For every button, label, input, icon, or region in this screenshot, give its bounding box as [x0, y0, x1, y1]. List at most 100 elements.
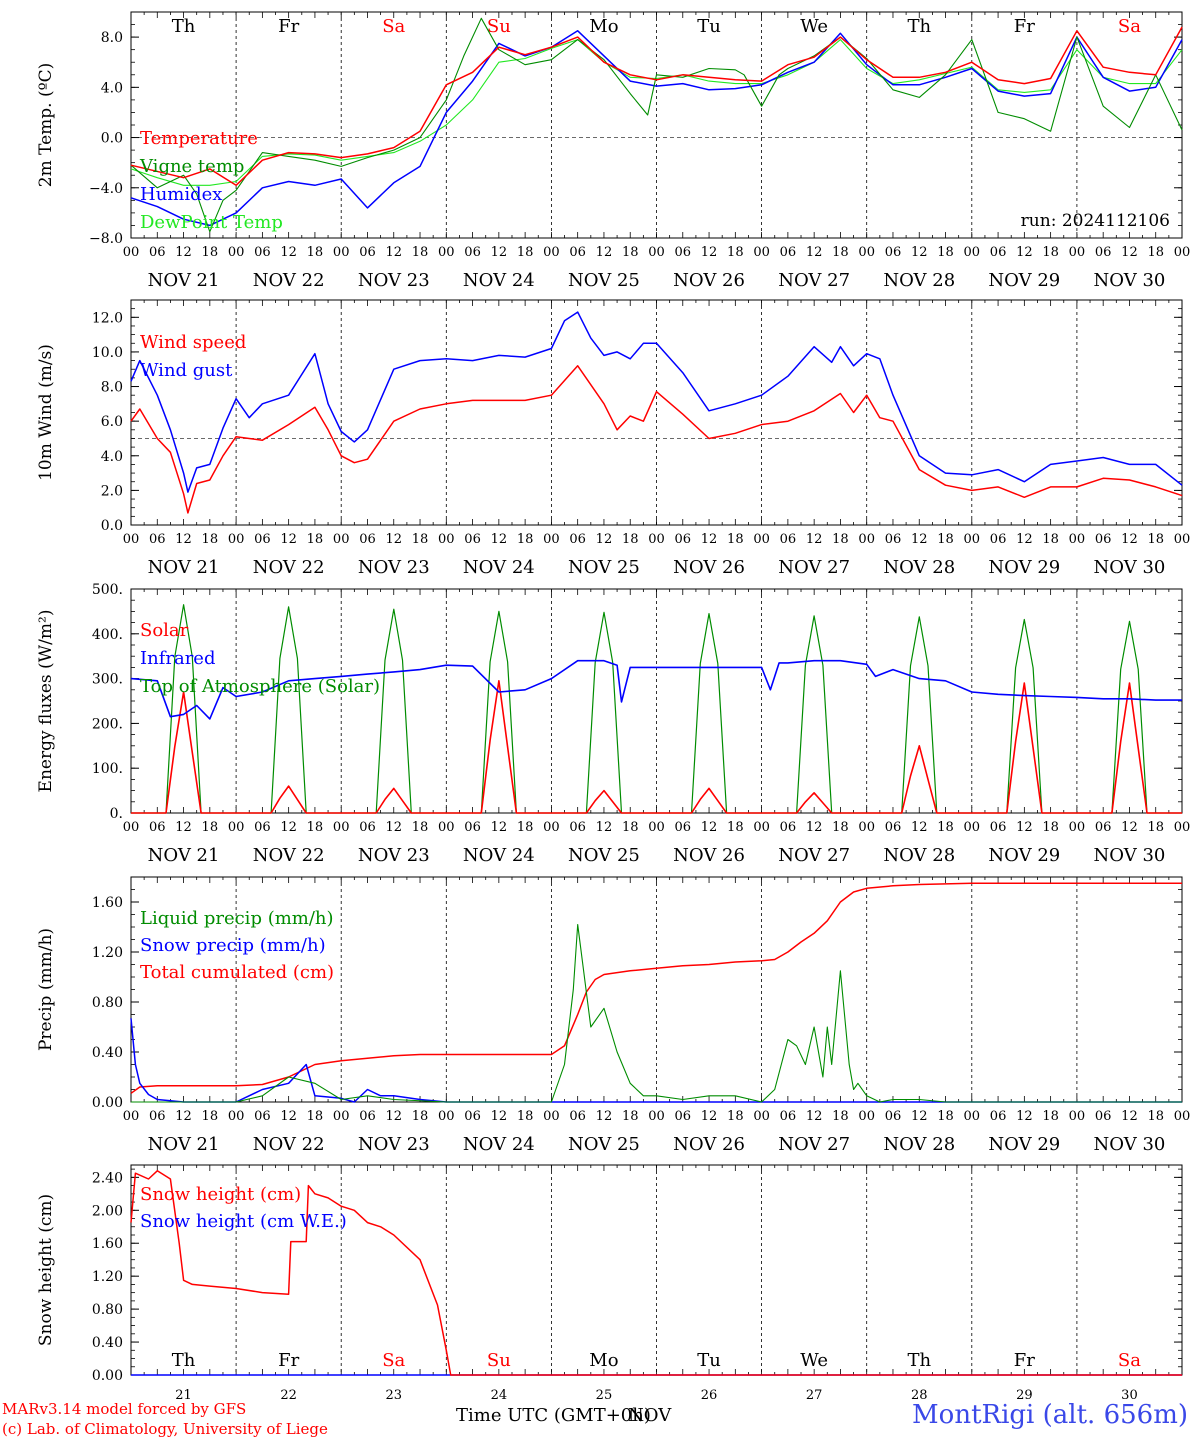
y-tick-label: 1.20	[92, 945, 123, 961]
hour-tick-label: 00	[1174, 820, 1191, 835]
hour-tick-label: 12	[1121, 1109, 1138, 1124]
hour-tick-label: 06	[464, 1109, 481, 1124]
hour-tick-label: 12	[175, 820, 192, 835]
hour-tick-label: 18	[517, 245, 534, 260]
hour-tick-label: 12	[806, 532, 823, 547]
hour-tick-label: 18	[517, 820, 534, 835]
date-label: NOV 22	[253, 557, 325, 578]
y-tick-label: 4.0	[101, 449, 123, 465]
hour-tick-label: 06	[780, 1109, 797, 1124]
day-of-week-label: Fr	[278, 16, 299, 37]
y-tick-label: 200.	[92, 716, 123, 732]
day-of-week-label: Tu	[697, 1350, 721, 1371]
legend-entry: Snow height (cm)	[140, 1184, 301, 1205]
hour-tick-label: 18	[727, 532, 744, 547]
hour-tick-label: 12	[596, 820, 613, 835]
hour-tick-label: 12	[806, 1109, 823, 1124]
hour-tick-label: 18	[412, 532, 429, 547]
hour-tick-label: 00	[333, 245, 350, 260]
legend-entry: DewPoint Temp	[140, 212, 283, 233]
date-label: NOV 30	[1094, 845, 1166, 866]
hour-tick-label: 12	[596, 1109, 613, 1124]
day-number-label: 29	[1016, 1388, 1033, 1403]
day-number-label: 30	[1121, 1388, 1138, 1403]
day-of-week-label: Th	[172, 1350, 196, 1371]
y-axis-label: 10m Wind (m/s)	[36, 344, 56, 481]
legend-entry: Vigne temp	[139, 156, 244, 177]
date-label: NOV 24	[463, 1134, 535, 1155]
hour-tick-label: 18	[832, 820, 849, 835]
hour-tick-label: 18	[517, 532, 534, 547]
date-label: NOV 26	[673, 1134, 745, 1155]
date-label: NOV 24	[463, 845, 535, 866]
legend-entry: Snow precip (mm/h)	[140, 935, 326, 956]
hour-tick-label: 18	[622, 245, 639, 260]
hour-tick-label: 00	[1174, 1109, 1191, 1124]
hour-tick-label: 18	[727, 245, 744, 260]
snow-precip-mm-h-line	[130, 1018, 1182, 1103]
hour-tick-label: 00	[333, 532, 350, 547]
hour-tick-label: 00	[438, 532, 455, 547]
y-tick-label: 400.	[92, 627, 123, 643]
hour-tick-label: 06	[359, 245, 376, 260]
hour-tick-label: 00	[1069, 532, 1086, 547]
date-label: NOV 30	[1094, 1134, 1166, 1155]
hour-tick-label: 18	[412, 820, 429, 835]
hour-tick-label: 12	[1016, 245, 1033, 260]
hour-tick-label: 12	[385, 532, 402, 547]
hour-tick-label: 00	[648, 820, 665, 835]
hour-tick-label: 06	[254, 532, 271, 547]
x-axis-title: Time UTC (GMT+0h)	[456, 1405, 651, 1426]
day-of-week-label: Su	[487, 1350, 511, 1371]
hour-tick-label: 12	[491, 245, 508, 260]
hour-tick-label: 00	[753, 532, 770, 547]
hour-tick-label: 00	[228, 532, 245, 547]
wind-gust-line	[130, 311, 1183, 493]
hour-tick-label: 00	[858, 820, 875, 835]
hour-tick-label: 18	[727, 820, 744, 835]
date-label: NOV 27	[778, 1134, 850, 1155]
legend-entry: Solar	[140, 620, 189, 641]
hour-tick-label: 06	[990, 820, 1007, 835]
date-label: NOV 28	[883, 270, 955, 291]
hour-tick-label: 18	[622, 1109, 639, 1124]
y-tick-label: 12.0	[92, 310, 123, 326]
date-label: NOV 28	[883, 557, 955, 578]
hour-tick-label: 06	[990, 532, 1007, 547]
hour-tick-label: 18	[832, 245, 849, 260]
day-number-label: 24	[491, 1388, 508, 1403]
hour-tick-label: 12	[911, 1109, 928, 1124]
hour-tick-label: 06	[885, 820, 902, 835]
y-tick-label: 2.0	[101, 483, 123, 499]
hour-tick-label: 06	[1095, 532, 1112, 547]
day-of-week-label: Fr	[1014, 16, 1035, 37]
y-axis-label: Precip (mm/h)	[36, 928, 56, 1051]
hour-tick-label: 06	[885, 1109, 902, 1124]
date-label: NOV 21	[148, 557, 220, 578]
snow-height-cm-line	[130, 1170, 1182, 1376]
hour-tick-label: 18	[937, 1109, 954, 1124]
hour-tick-label: 12	[491, 820, 508, 835]
y-tick-label: 10.0	[92, 345, 123, 361]
y-tick-label: 1.60	[92, 895, 123, 911]
hour-tick-label: 18	[1042, 1109, 1059, 1124]
day-number-label: 26	[701, 1388, 718, 1403]
hour-tick-label: 00	[543, 820, 560, 835]
hour-tick-label: 12	[1121, 820, 1138, 835]
hour-tick-label: 18	[1042, 245, 1059, 260]
day-of-week-label: Su	[487, 16, 511, 37]
hour-tick-label: 06	[780, 820, 797, 835]
date-label: NOV 24	[463, 557, 535, 578]
hour-tick-label: 06	[359, 532, 376, 547]
hour-tick-label: 00	[648, 532, 665, 547]
hour-tick-label: 12	[280, 820, 297, 835]
legend-entry: Snow height (cm W.E.)	[140, 1211, 347, 1232]
day-number-label: 27	[806, 1388, 823, 1403]
y-tick-label: 100.	[92, 761, 123, 777]
date-label: NOV 25	[568, 1134, 640, 1155]
y-tick-label: 8.0	[101, 380, 123, 396]
hour-tick-label: 12	[596, 245, 613, 260]
hour-tick-label: 12	[385, 1109, 402, 1124]
hour-tick-label: 18	[1147, 1109, 1164, 1124]
